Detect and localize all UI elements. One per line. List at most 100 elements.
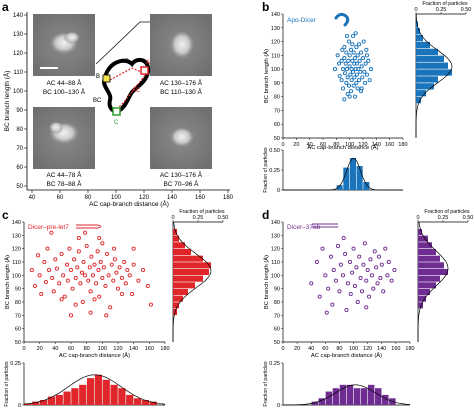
scatter-point — [42, 259, 47, 265]
scatter-point — [360, 56, 366, 61]
scatter-point — [320, 246, 325, 251]
x-tick-label: 100 — [111, 195, 122, 201]
histogram-bar — [416, 41, 430, 49]
scatter-point — [332, 67, 338, 72]
gaussian-fit — [415, 13, 453, 138]
em-particle — [170, 32, 194, 60]
histogram-bar — [173, 242, 185, 249]
histogram-bar — [318, 398, 326, 405]
scatter-point — [336, 61, 342, 66]
histogram-bar — [71, 388, 79, 405]
scatter-point — [355, 53, 360, 58]
scatter-point — [347, 259, 353, 265]
y-tick-label: 0.50 — [269, 148, 280, 154]
y-axis-label: BC branch length (Å) — [263, 255, 270, 309]
histogram-bar — [416, 62, 448, 69]
histogram-bar — [356, 166, 363, 190]
scatter-point — [367, 78, 372, 83]
histogram-bar — [55, 394, 63, 405]
scatter-point — [347, 64, 352, 69]
x-tick-label: 160 — [195, 195, 206, 201]
scatter-point — [148, 302, 153, 307]
label-c: C — [114, 120, 119, 126]
panel-letter-d: d — [262, 208, 269, 222]
caption-bottom-right-bc: BC 70–96 Å — [163, 179, 199, 188]
y-tick-label: 70 — [274, 313, 280, 319]
scatter-point — [376, 254, 382, 259]
y-tick-label: 70 — [16, 146, 23, 152]
x-tick-label: 120 — [363, 346, 372, 352]
scatter-point — [344, 307, 349, 313]
x-tick-label: 100 — [98, 346, 107, 352]
y-tick-label: 120 — [12, 247, 21, 253]
scatter-point — [367, 294, 372, 299]
scatter-point — [375, 281, 380, 286]
scatter-point — [111, 278, 116, 283]
scatter-point — [131, 262, 136, 267]
histogram-bar — [418, 268, 448, 276]
scatter-point — [75, 265, 80, 270]
scatter-point — [347, 53, 352, 58]
x-tick-label: 180 — [160, 346, 169, 352]
scatter-point — [324, 310, 329, 315]
scatter-point — [356, 78, 362, 83]
histogram-bar — [47, 396, 56, 405]
scatter-point — [364, 305, 369, 310]
y-tick-label: 140 — [271, 220, 280, 226]
scatter-point — [378, 275, 383, 281]
panel-a-x-ticks: 40 60 80 100 120 140 160 180 — [29, 190, 234, 201]
scatter-point — [100, 275, 105, 281]
panel-letter-a: a — [2, 0, 9, 14]
y-tick-label: 90 — [16, 108, 23, 114]
y-tick-label: 130 — [12, 233, 21, 239]
x-axis-label: Fraction of particles — [424, 209, 470, 215]
histogram-bar — [418, 242, 432, 249]
scatter-point — [43, 279, 48, 285]
scatter-point — [350, 33, 356, 39]
x-axis-label: AC cap-branch distance (Å) — [59, 352, 130, 359]
histogram-bar — [418, 235, 428, 242]
scatter-point — [29, 267, 34, 273]
scatter-point — [141, 267, 146, 273]
scatter-point — [115, 286, 121, 291]
histogram-bar — [311, 401, 318, 405]
histogram-bar — [94, 374, 103, 405]
scatter-point — [90, 273, 95, 278]
y-tick-label: 110 — [271, 53, 280, 59]
scatter-point — [68, 267, 74, 273]
scatter-point — [76, 235, 81, 241]
panel-letter-b: b — [262, 0, 269, 14]
y-tick-label: 0.25 — [10, 361, 21, 367]
y-tick-label: 60 — [15, 327, 21, 333]
histogram-bar — [418, 228, 422, 236]
scatter-point — [364, 47, 369, 52]
scatter-point — [65, 262, 70, 267]
panel-letter-c: c — [2, 208, 9, 222]
scatter-point — [317, 294, 322, 299]
scatter-point — [136, 278, 141, 283]
x-tick-label: 140 — [372, 142, 381, 148]
scatter-point — [344, 67, 350, 72]
scatter-point — [392, 267, 397, 273]
scatter-point — [345, 281, 350, 286]
scatter-point — [95, 249, 100, 254]
scatter-point — [362, 241, 367, 246]
pre-let7-hairpin-icon — [76, 224, 102, 229]
histogram-bar — [110, 384, 118, 405]
histogram-bar — [416, 83, 434, 90]
scatter-point — [76, 249, 81, 254]
panel-d-legend: Dicer–37ab — [287, 224, 321, 231]
y-tick-label: 70 — [274, 108, 280, 114]
scatter-point — [353, 67, 358, 72]
histogram-bar — [173, 235, 179, 242]
y-tick-label: 80 — [15, 300, 21, 306]
x-axis-label: Fraction of particles — [179, 209, 225, 215]
scatter-point — [348, 72, 353, 77]
scatter-point — [342, 56, 347, 61]
x-axis-label: Fraction of particles — [422, 1, 468, 7]
scatter-point — [328, 254, 334, 259]
label-ab: AB — [121, 59, 129, 65]
histogram-bar — [24, 403, 32, 405]
apo-dicer-shape-icon — [334, 12, 350, 27]
